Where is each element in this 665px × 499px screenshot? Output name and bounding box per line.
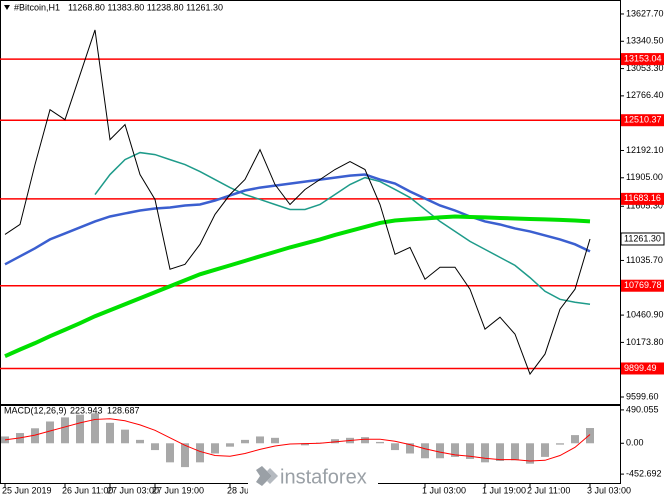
macd-bar <box>46 421 54 444</box>
y-tick-label: 13340.50 <box>626 36 664 46</box>
x-tick-label: 25 Jun 2019 <box>2 485 52 495</box>
level-label-bg <box>621 362 664 375</box>
level-label: 13153.04 <box>624 53 662 63</box>
chart-title: #Bitcoin,H1 <box>14 2 60 12</box>
macd-bar <box>121 429 129 444</box>
x-tick-label: 26 Jun 11:00 <box>62 485 113 495</box>
x-tick-label: 3 Jul 03:00 <box>587 485 631 495</box>
macd-title: MACD(12,26,9) <box>4 405 67 415</box>
macd-bar <box>211 443 219 454</box>
watermark: instaforex <box>280 466 367 488</box>
level-label-bg <box>621 279 664 292</box>
level-label-bg <box>621 192 664 205</box>
series-line <box>4 418 591 462</box>
macd-bar <box>361 437 369 444</box>
series-line <box>4 29 591 376</box>
macd-bar <box>331 439 339 444</box>
level-label: 10769.78 <box>624 280 662 290</box>
y-tick-label: 11605.30 <box>626 201 663 211</box>
macd-bar <box>271 437 279 444</box>
watermark-logo <box>256 466 278 486</box>
macd-bar <box>181 443 189 468</box>
macd-bar <box>166 443 174 463</box>
x-tick-label: 1 Jul 19:00 <box>482 485 526 495</box>
macd-bar <box>151 443 159 451</box>
price-label: 11261.30 <box>624 233 661 243</box>
macd-bar <box>31 428 39 444</box>
macd-bar <box>136 439 144 444</box>
macd-bar <box>301 443 309 446</box>
price-label-bg <box>620 232 665 246</box>
macd-bar <box>451 443 459 457</box>
y-tick-label: 9599.60 <box>626 391 659 401</box>
macd-bar <box>196 443 204 463</box>
macd-bar <box>376 441 384 444</box>
macd-bar <box>571 435 579 444</box>
macd-bar <box>421 443 429 459</box>
y-tick-label: 12766.40 <box>626 90 664 100</box>
macd-bar <box>496 443 504 461</box>
level-label-bg <box>621 53 664 66</box>
y-tick-label: 12192.10 <box>626 145 664 155</box>
macd-bar <box>256 436 264 444</box>
level-label: 12510.37 <box>624 115 662 125</box>
y-tick-label: 0.00 <box>626 438 644 448</box>
y-tick-label: -452.692 <box>626 468 662 478</box>
macd-bar <box>61 417 69 444</box>
macd-bar <box>526 443 534 464</box>
y-tick-label: 13627.70 <box>626 8 664 18</box>
macd-bar <box>511 443 519 461</box>
macd-bar <box>226 443 234 447</box>
series-line <box>4 214 591 358</box>
title-arrow <box>4 5 10 10</box>
macd-bar <box>391 443 399 451</box>
x-tick-label: 27 Jun 19:00 <box>152 485 204 495</box>
macd-bar <box>406 443 414 454</box>
macd-bar <box>586 428 594 444</box>
y-tick-label: 11905.00 <box>626 172 663 182</box>
x-tick-label: 27 Jun 03:00 <box>107 485 159 495</box>
series-line <box>4 173 591 266</box>
level-label: 9899.49 <box>624 363 657 373</box>
y-tick-label: 10173.80 <box>626 337 664 347</box>
y-tick-label: 490.055 <box>626 404 659 414</box>
macd-bar <box>481 443 489 463</box>
macd-bar <box>91 413 99 444</box>
layer: 13627.7013340.5013053.3012766.4012479.20… <box>0 8 665 495</box>
macd-bar <box>241 439 249 444</box>
series-line <box>94 151 591 305</box>
macd-bar <box>466 443 474 459</box>
macd-bar <box>106 422 114 444</box>
macd-bar <box>436 443 444 459</box>
level-label: 11683.16 <box>624 193 661 203</box>
x-tick-label: 2 Jul 11:00 <box>527 485 570 495</box>
y-tick-label: 10460.90 <box>626 309 664 319</box>
main-frame <box>0 0 621 405</box>
y-tick-label: 11035.70 <box>626 255 663 265</box>
ohlc-header: 11268.80 11383.80 11238.80 11261.30 <box>68 2 223 12</box>
level-label-bg <box>621 114 664 127</box>
y-tick-label: 13053.30 <box>626 63 664 73</box>
macd-bar <box>541 443 549 457</box>
x-tick-label: 1 Jul 03:00 <box>422 485 466 495</box>
macd-bar <box>556 443 564 445</box>
macd-value: 223.943 <box>70 405 103 415</box>
signal-value: 128.687 <box>107 405 140 415</box>
macd-bar <box>76 414 84 444</box>
